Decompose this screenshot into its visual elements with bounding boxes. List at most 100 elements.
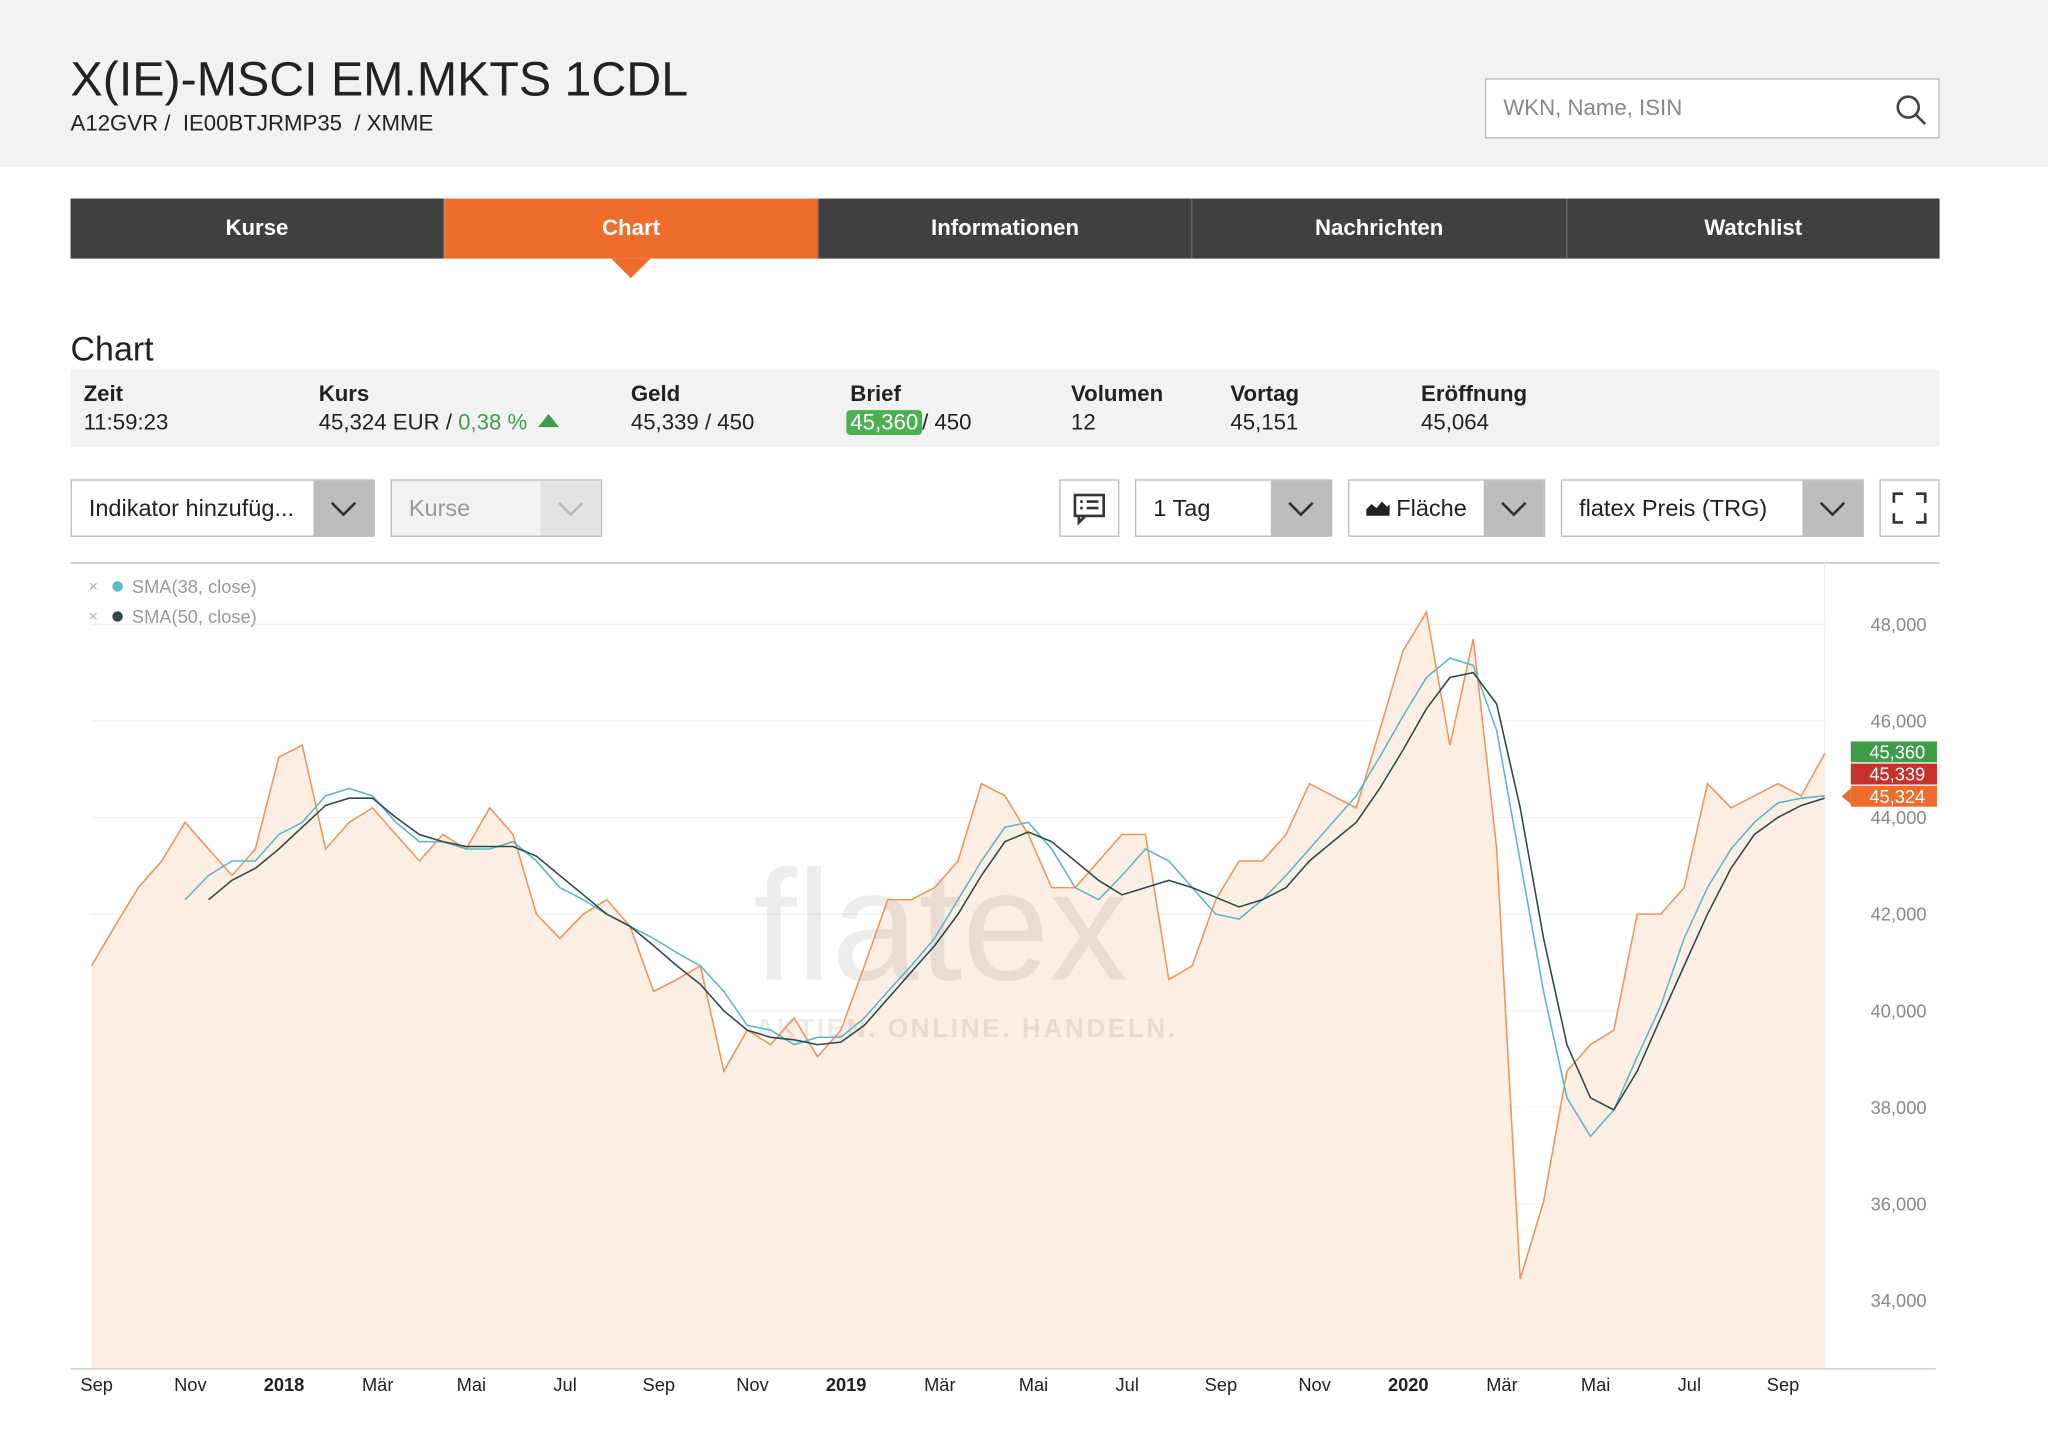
y-tick-label: 40,000 [1871, 1000, 1927, 1021]
dropdown-text: flatex Preis (TRG) [1579, 495, 1768, 522]
quote-item: Volumen 12 [1071, 381, 1163, 436]
quote-label: Zeit [83, 381, 124, 407]
y-tick-label: 44,000 [1871, 807, 1927, 828]
x-tick-label: 2019 [826, 1374, 867, 1395]
legend-label: SMA(38, close) [132, 576, 257, 597]
legend-dot [112, 611, 123, 622]
style-dropdown[interactable]: Fläche [1347, 479, 1546, 537]
dropdown-text: Kurse [408, 495, 471, 522]
tab-bar: Kurse Chart Informationen Nachrichten Watchl… [70, 198, 1940, 279]
quote-label: Vortag [1230, 381, 1300, 407]
quote-label: Volumen [1071, 381, 1164, 407]
y-tick-label: 36,000 [1871, 1194, 1927, 1215]
quote-item: Vortag 45,151 [1230, 381, 1299, 436]
tab[interactable]: Kurse [70, 198, 445, 259]
y-tick-label: 34,000 [1871, 1290, 1927, 1311]
x-tick-label: Mär [1486, 1374, 1517, 1395]
price-area [91, 612, 1825, 1369]
fullscreen-button[interactable] [1879, 479, 1940, 537]
quote-label: Brief [850, 381, 901, 407]
quote-size: / 450 [922, 410, 972, 435]
x-tick-label: Nov [174, 1374, 207, 1395]
instrument-ids: A12GVR / IE00BTJRMP35 / XMME [70, 111, 434, 136]
x-tick-label: Mär [362, 1374, 393, 1395]
price-tag [1850, 763, 1937, 785]
dropdown-text: Indikator hinzufüg... [88, 495, 295, 522]
quote-item: Geld 45,339 / 450 [631, 381, 754, 436]
quote-value: 11:59:23 [83, 410, 169, 435]
x-tick-label: 2018 [264, 1374, 305, 1395]
price-pointer [1841, 788, 1851, 805]
quote-item: Kurs 45,324 EUR / 0,38 % [319, 381, 562, 436]
instrument-title: X(IE)-MSCI EM.MKTS 1CDL [70, 52, 689, 106]
annotation-button[interactable] [1059, 479, 1120, 537]
area-icon [1366, 501, 1390, 516]
price-tag-label: 45,339 [1869, 764, 1925, 785]
legend-remove: × [89, 609, 98, 626]
x-tick-label: Sep [643, 1374, 676, 1395]
kurse-dropdown: Kurse [390, 479, 603, 537]
price-tag [1850, 741, 1937, 763]
quote-value: 45,324 EUR / [318, 410, 459, 435]
x-tick-label: Sep [80, 1374, 113, 1395]
quote-label: Kurs [318, 381, 370, 407]
x-tick-label: Mai [457, 1374, 486, 1395]
quote-item: Brief 45,360/ 450 [846, 381, 972, 436]
tab[interactable]: Informationen [818, 198, 1193, 259]
quote-change: 0,38 % [458, 410, 528, 435]
dropdown-text: 1 Tag [1153, 495, 1211, 522]
x-tick-label: Sep [1767, 1374, 1799, 1395]
quote-bar: Zeit 11:59:23 Kurs 45,324 EUR / 0,38 % Gel… [70, 369, 1940, 447]
search-box[interactable]: WKN, Name, ISIN [1485, 78, 1940, 139]
dropdown-arrow [1483, 480, 1544, 536]
quote-value: 12 [1071, 410, 1096, 435]
price-tag-label: 45,360 [1869, 741, 1925, 762]
price-line [90, 609, 1826, 1280]
section-title: Chart [70, 329, 154, 369]
quote-label: Eröffnung [1421, 381, 1528, 407]
quote-label: Geld [630, 381, 681, 407]
quote-value: 45,339 / 450 [630, 410, 755, 435]
dropdown-arrow [313, 480, 374, 536]
dropdown-text: Fläche [1396, 495, 1467, 522]
y-tick-label: 46,000 [1871, 710, 1927, 731]
tab[interactable]: Nachrichten [1192, 198, 1567, 259]
quote-value: 45,064 [1421, 410, 1489, 435]
chart: flatex AKTIEN. ONLINE. HANDELN. 34,000 36… [70, 561, 1940, 1395]
interval-dropdown[interactable]: 1 Tag [1135, 479, 1333, 537]
x-tick-label: Jul [553, 1374, 576, 1395]
y-tick-label: 42,000 [1871, 904, 1927, 925]
quote-item: Eröffnung 45,064 [1421, 381, 1527, 436]
quote-value: 45,151 [1230, 410, 1299, 435]
quote-value: 45,360 [846, 410, 923, 435]
price-tag-label: 45,324 [1869, 786, 1925, 807]
dropdown-arrow [1802, 480, 1863, 536]
indicator-dropdown[interactable]: Indikator hinzufüg... [70, 479, 375, 537]
legend-dot [112, 581, 123, 592]
x-tick-label: Mai [1019, 1374, 1048, 1395]
dropdown-arrow [540, 480, 601, 536]
x-tick-label: Jul [1678, 1374, 1701, 1395]
tab[interactable]: Watchlist [1566, 198, 1940, 259]
x-tick-label: 2020 [1388, 1374, 1429, 1395]
x-tick-label: Mär [924, 1374, 955, 1395]
x-tick-label: Nov [736, 1374, 769, 1395]
up-arrow [537, 414, 559, 428]
dropdown-arrow [1270, 480, 1331, 536]
y-tick-label: 38,000 [1871, 1097, 1927, 1118]
x-tick-label: Mai [1581, 1374, 1610, 1395]
legend-remove: × [89, 579, 98, 596]
tab[interactable]: Chart [444, 198, 819, 279]
legend-label: SMA(50, close) [132, 606, 257, 627]
search-placeholder: WKN, Name, ISIN [1503, 95, 1683, 121]
quote-item: Zeit 11:59:23 [84, 381, 169, 436]
y-tick-label: 48,000 [1871, 614, 1927, 635]
watermark-tagline: AKTIEN. ONLINE. HANDELN. [755, 1013, 1177, 1043]
sma-line [208, 671, 1825, 1111]
source-dropdown[interactable]: flatex Preis (TRG) [1560, 479, 1864, 537]
x-tick-label: Sep [1205, 1374, 1238, 1395]
sma-line [184, 657, 1825, 1138]
x-tick-label: Nov [1298, 1374, 1331, 1395]
price-tag [1850, 785, 1937, 807]
